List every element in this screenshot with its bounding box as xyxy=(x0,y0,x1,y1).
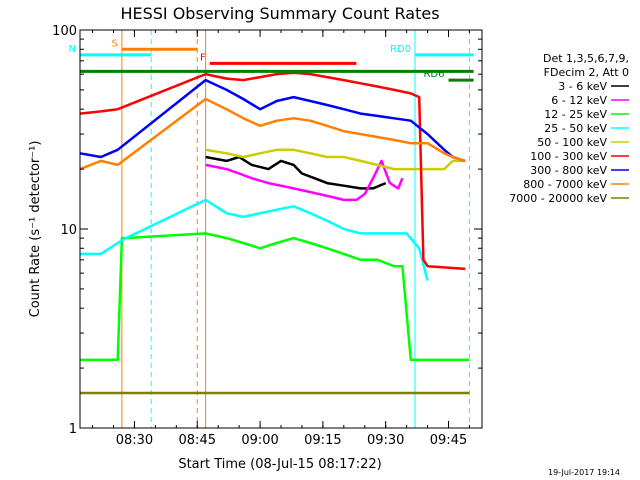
y-axis-label: Count Rate (s⁻¹ detector⁻¹) xyxy=(28,141,43,318)
y-tick-label: 10 xyxy=(60,223,77,238)
series-line-50-100-kev xyxy=(205,148,466,171)
x-axis-label: Start Time (08-Jul-15 08:17:22) xyxy=(178,457,381,472)
flag-label-f: F xyxy=(200,52,206,63)
series-line-100-300-kev xyxy=(79,71,466,271)
x-tick-label: 09:00 xyxy=(241,433,278,448)
x-tick-label: 09:45 xyxy=(430,433,467,448)
legend-label-6-12-kev: 6 - 12 keV xyxy=(551,94,607,107)
legend-label-12-25-kev: 12 - 25 keV xyxy=(544,108,607,121)
y-tick-label: 100 xyxy=(52,24,77,39)
x-tick-label: 09:15 xyxy=(304,433,341,448)
chart-title: HESSI Observing Summary Count Rates xyxy=(120,4,439,23)
legend: Det 1,3,5,6,7,9,FDecim 2, Att 03 - 6 keV… xyxy=(509,52,629,205)
footer-date: 19-Jul-2017 19:14 xyxy=(548,468,620,477)
x-tick-label: 08:30 xyxy=(116,433,153,448)
legend-label-50-100-kev: 50 - 100 keV xyxy=(537,136,607,149)
x-tick-label: 08:45 xyxy=(179,433,216,448)
series-line-300-800-kev xyxy=(79,78,466,163)
series-line-800-7000-kev xyxy=(79,97,466,171)
series-line-3-6-kev xyxy=(205,155,387,190)
series-line-12-25-kev xyxy=(80,232,470,362)
y-tick-label: 1 xyxy=(69,422,77,437)
x-tick-label: 09:30 xyxy=(367,433,404,448)
axes-layer: 08:30 08:45 09:00 09:15 09:30 09:45 1 10 100 xyxy=(52,24,482,448)
series-line-25-50-kev xyxy=(80,198,429,282)
data-layer: S N F RD0 RD6 xyxy=(69,30,474,428)
legend-label-25-50-kev: 25 - 50 keV xyxy=(544,122,607,135)
legend-label-7000-20000-kev: 7000 - 20000 keV xyxy=(509,192,607,205)
legend-label-100-300-kev: 100 - 300 keV xyxy=(530,150,607,163)
flag-label-rd0: RD0 xyxy=(390,44,411,55)
legend-label-800-7000-kev: 800 - 7000 keV xyxy=(523,178,607,191)
legend-header-2: FDecim 2, Att 0 xyxy=(544,66,629,79)
series-line-6-12-kev xyxy=(205,159,404,202)
legend-label-3-6-kev: 3 - 6 keV xyxy=(558,80,607,93)
flag-label-rd6: RD6 xyxy=(423,69,444,80)
legend-label-300-800-kev: 300 - 800 keV xyxy=(530,164,607,177)
legend-header-1: Det 1,3,5,6,7,9, xyxy=(543,52,629,65)
flag-label-n: N xyxy=(69,44,76,55)
flag-label-s: S xyxy=(112,38,118,49)
